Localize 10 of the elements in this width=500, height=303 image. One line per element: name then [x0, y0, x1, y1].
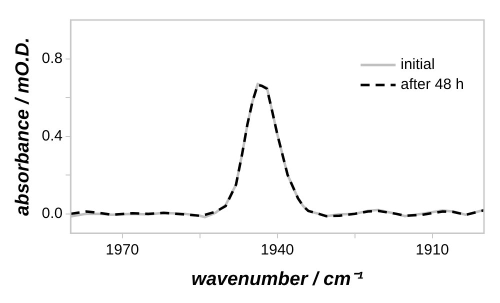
x-tick-label: 1910: [416, 241, 450, 258]
x-tick-label: 1970: [106, 241, 140, 258]
legend-label: initial: [400, 56, 435, 74]
y-tick-label: 0.8: [42, 50, 63, 67]
legend-label: after 48 h: [400, 76, 464, 94]
x-tick-label: 1940: [260, 241, 294, 258]
y-tick-label: 0.4: [42, 127, 63, 144]
y-tick-label: 0.0: [42, 204, 63, 222]
x-axis-title: wavenumber / cm⁻¹: [191, 268, 364, 290]
y-axis-title: absorbance / mO.D.: [12, 37, 34, 216]
